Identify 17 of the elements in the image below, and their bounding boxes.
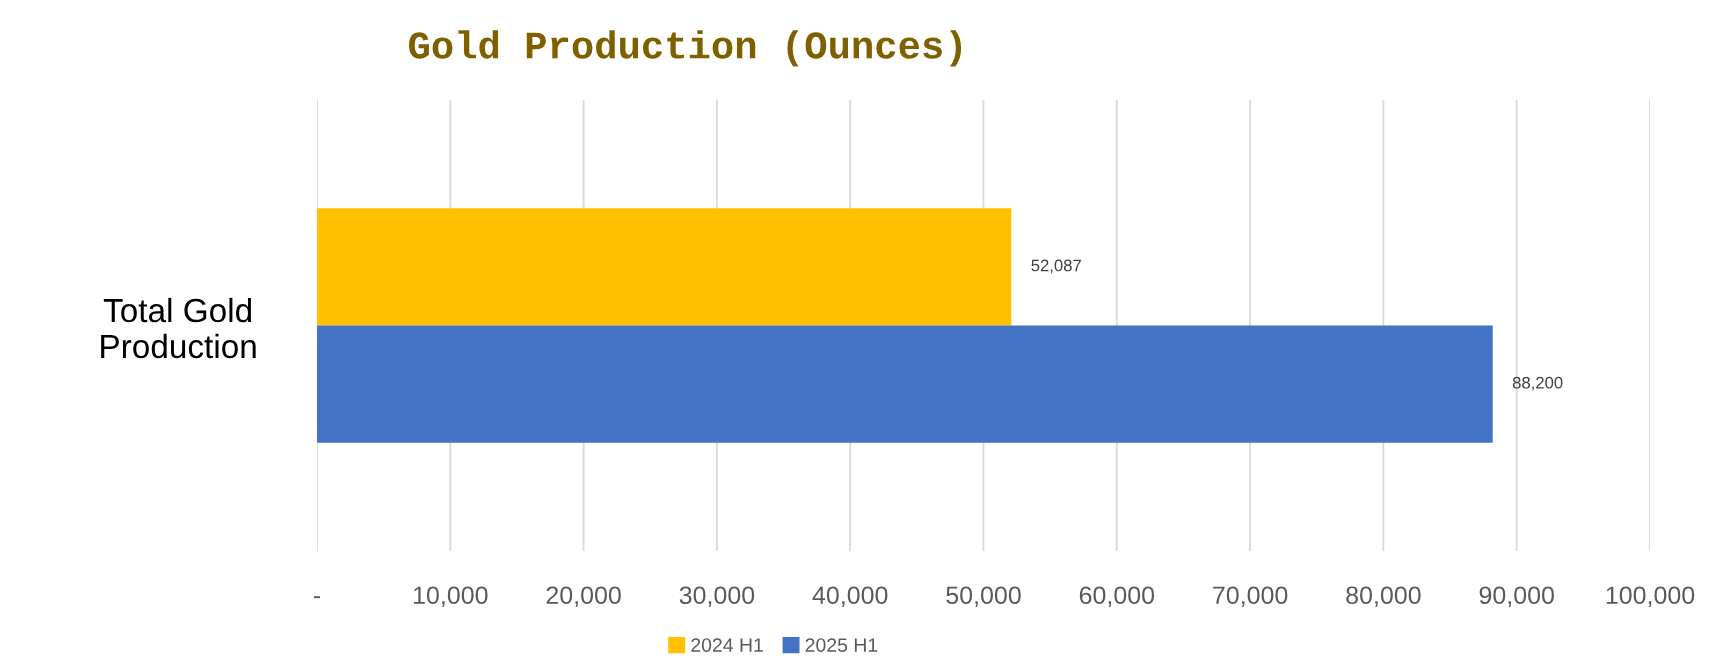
- x-tick-label: 50,000: [946, 586, 1021, 608]
- x-tick-label: 90,000: [1479, 586, 1554, 608]
- x-tick-label: 60,000: [1079, 586, 1155, 608]
- x-tick-label: -: [313, 596, 321, 599]
- x-tick-label: 70,000: [1213, 586, 1288, 608]
- data-label: 52,087: [1031, 259, 1081, 274]
- y-tick-label: Total Gold Production: [101, 297, 256, 359]
- x-tick-label: 100,000: [1606, 586, 1695, 608]
- chart-title: Gold Production (Ounces): [409, 30, 962, 67]
- x-tick-label: 20,000: [546, 586, 621, 608]
- x-tick-label: 80,000: [1346, 586, 1421, 608]
- x-tick-label: 10,000: [413, 586, 488, 608]
- x-tick-label: 40,000: [812, 586, 888, 608]
- legend-label: 2024 H1: [691, 638, 763, 653]
- x-tick-label: 30,000: [679, 586, 755, 608]
- data-label: 88,200: [1512, 376, 1563, 391]
- legend-label: 2025 H1: [805, 638, 878, 653]
